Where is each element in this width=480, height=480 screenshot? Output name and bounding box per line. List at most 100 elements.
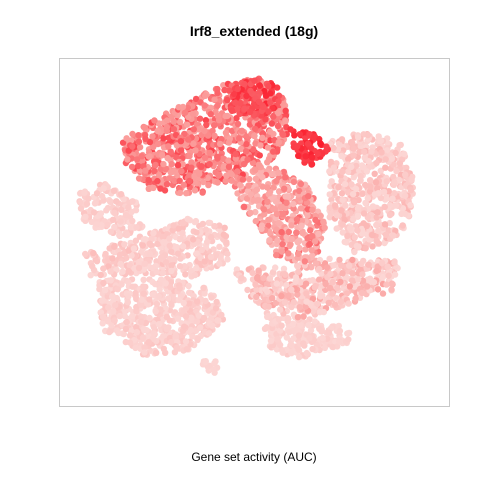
scatter-point bbox=[163, 325, 170, 333]
scatter-point bbox=[129, 143, 136, 150]
scatter-point bbox=[379, 273, 387, 281]
scatter-point bbox=[329, 343, 336, 351]
scatter-point bbox=[282, 193, 289, 200]
scatter-point bbox=[214, 89, 221, 97]
scatter-point bbox=[288, 222, 295, 229]
scatter-point bbox=[213, 298, 220, 306]
scatter-point bbox=[238, 127, 246, 134]
scatter-point bbox=[255, 267, 262, 274]
scatter-point bbox=[214, 102, 221, 109]
scatter-point bbox=[281, 299, 289, 306]
scatter-point bbox=[346, 283, 353, 290]
scatter-point bbox=[321, 224, 328, 231]
scatter-point bbox=[267, 99, 274, 106]
scatter-point bbox=[288, 303, 295, 311]
scatter-point bbox=[269, 170, 276, 178]
scatter-point bbox=[252, 208, 259, 216]
scatter-point bbox=[224, 96, 231, 104]
scatter-point bbox=[351, 248, 358, 256]
scatter-point bbox=[211, 122, 218, 129]
scatter-point bbox=[167, 279, 175, 286]
scatter-point bbox=[140, 290, 147, 297]
scatter-point bbox=[170, 118, 178, 125]
scatter-point bbox=[341, 180, 349, 188]
scatter-point bbox=[157, 185, 164, 192]
scatter-point bbox=[396, 160, 404, 167]
scatter-point bbox=[270, 130, 277, 138]
scatter-point bbox=[107, 228, 115, 235]
scatter-point bbox=[216, 222, 223, 229]
scatter-point bbox=[182, 313, 190, 320]
scatter-point bbox=[318, 328, 325, 335]
scatter-point bbox=[176, 177, 183, 184]
scatter-point bbox=[234, 168, 241, 175]
scatter-point bbox=[256, 82, 263, 89]
scatter-point bbox=[125, 293, 132, 300]
scatter-point bbox=[377, 137, 385, 144]
scatter-point bbox=[162, 165, 170, 173]
scatter-point bbox=[353, 242, 360, 250]
scatter-point bbox=[388, 286, 395, 293]
scatter-point bbox=[140, 325, 147, 333]
scatter-point bbox=[274, 109, 282, 117]
scatter-point bbox=[382, 156, 389, 163]
scatter-point bbox=[166, 235, 173, 242]
scatter-point bbox=[309, 345, 316, 353]
x-axis-label: Gene set activity (AUC) bbox=[191, 450, 316, 464]
scatter-point bbox=[114, 286, 121, 293]
scatter-point bbox=[244, 156, 251, 163]
scatter-point bbox=[337, 298, 345, 306]
scatter-point bbox=[251, 77, 258, 84]
scatter-point bbox=[146, 240, 153, 247]
scatter-point bbox=[255, 98, 263, 106]
scatter-point bbox=[350, 145, 357, 152]
scatter-point bbox=[245, 182, 252, 189]
scatter-point bbox=[146, 314, 153, 322]
scatter-point bbox=[304, 140, 312, 147]
scatter-point bbox=[273, 210, 281, 218]
scatter-point bbox=[381, 203, 388, 211]
scatter-point bbox=[76, 199, 84, 206]
scatter-point bbox=[402, 171, 409, 178]
scatter-point bbox=[370, 279, 378, 286]
scatter-point bbox=[191, 271, 199, 279]
scatter-point bbox=[303, 349, 310, 357]
scatter-point bbox=[266, 237, 273, 244]
scatter-point bbox=[349, 256, 356, 264]
scatter-point bbox=[382, 164, 389, 171]
scatter-point bbox=[211, 360, 218, 367]
scatter-point bbox=[297, 205, 305, 212]
scatter-point bbox=[283, 234, 290, 241]
scatter-point bbox=[119, 139, 127, 146]
scatter-point bbox=[160, 333, 167, 340]
scatter-point bbox=[265, 108, 272, 115]
scatter-point bbox=[142, 236, 149, 243]
scatter-point bbox=[349, 191, 357, 198]
scatter-point bbox=[177, 255, 184, 262]
scatter-point bbox=[214, 179, 221, 186]
scatter-point bbox=[264, 198, 271, 205]
scatter-point bbox=[168, 267, 175, 275]
scatter-point bbox=[173, 243, 180, 251]
scatter-point bbox=[314, 300, 321, 307]
scatter-point bbox=[133, 156, 141, 163]
scatter-point bbox=[373, 159, 380, 167]
scatter-point bbox=[174, 250, 182, 257]
scatter-point bbox=[294, 291, 301, 298]
scatter-point bbox=[371, 170, 378, 177]
scatter-point bbox=[264, 184, 271, 191]
scatter-point bbox=[192, 95, 200, 103]
scatter-point bbox=[206, 161, 213, 168]
scatter-point bbox=[186, 152, 193, 160]
scatter-point bbox=[251, 125, 259, 133]
scatter-point bbox=[288, 286, 295, 293]
scatter-point bbox=[250, 146, 257, 153]
scatter-point bbox=[168, 301, 175, 308]
scatter-point bbox=[126, 262, 133, 269]
scatter-point bbox=[124, 231, 131, 238]
scatter-point bbox=[105, 263, 112, 270]
scatter-point bbox=[129, 217, 136, 225]
scatter-point bbox=[155, 321, 163, 328]
scatter-point bbox=[259, 134, 266, 141]
